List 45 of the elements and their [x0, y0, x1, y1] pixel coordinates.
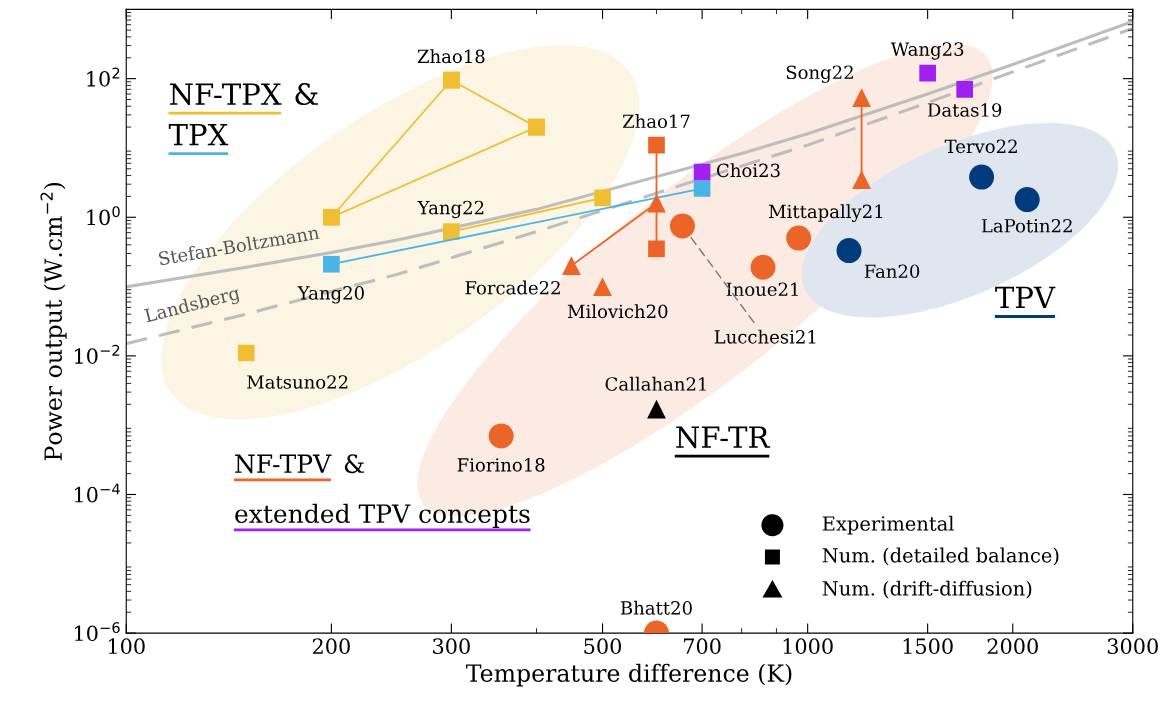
annotation: NF-TR	[676, 426, 771, 449]
annotation: Callahan21	[605, 376, 706, 391]
annotation: Matsuno22	[247, 375, 348, 389]
annotation: Milovich20	[567, 304, 668, 319]
y-tick-label: 10$^{0}$	[87, 206, 120, 226]
y-tick-label: 10$^{−4}$	[74, 483, 120, 503]
annotation: Datas19	[927, 103, 1002, 117]
annotation: Wang23	[890, 42, 964, 60]
y-axis-title: Power output (W.cm$^{−2}$)	[40, 182, 67, 461]
annotation: &	[295, 83, 318, 106]
x-tick-label: 1500	[903, 638, 953, 655]
annotation: TPV	[995, 286, 1056, 309]
annotation: TPX	[168, 123, 229, 146]
annotation: Lucchesi21	[714, 329, 816, 344]
y-tick-label: 10$^{−2}$	[74, 344, 120, 364]
annotation: Zhao18	[417, 49, 485, 64]
x-tick-label: 300	[433, 638, 470, 655]
annotation: Song22	[786, 65, 853, 83]
annotation: Yang20	[297, 286, 364, 304]
x-tick-label: 200	[312, 638, 350, 655]
annotation: Tervo22	[944, 139, 1017, 154]
x-tick-label: 1000	[783, 638, 833, 655]
x-axis-title: Temperature difference (K)	[465, 663, 792, 687]
annotation: Experimental	[822, 515, 954, 535]
annotation: NF-TPV	[235, 454, 332, 474]
annotation: NF-TPX	[169, 83, 282, 106]
y-tick-label: 10$^{2}$	[87, 67, 120, 87]
annotation: Choi23	[717, 163, 780, 178]
annotation: &	[344, 454, 365, 474]
annotation: Mittapally21	[769, 204, 883, 222]
annotation: Num. (drift-diffusion)	[822, 580, 1032, 599]
annotation: Fiorino18	[457, 458, 545, 472]
annotation: Forcade22	[465, 280, 560, 295]
x-tick-label: 3000	[1107, 638, 1158, 655]
annotation: extended TPV concepts	[235, 503, 530, 528]
annotation: Bhatt20	[620, 600, 692, 615]
x-tick-label: 2000	[987, 638, 1038, 655]
x-tick-label: 700	[683, 638, 721, 655]
x-tick-label: 500	[584, 638, 622, 655]
annotation: Inoue21	[726, 282, 798, 297]
annotation: Zhao17	[622, 114, 690, 129]
annotation: Num. (detailed balance)	[822, 547, 1059, 566]
annotation: Fan20	[864, 264, 920, 279]
annotation: LaPotin22	[981, 218, 1072, 233]
annotation: Yang22	[417, 200, 484, 219]
